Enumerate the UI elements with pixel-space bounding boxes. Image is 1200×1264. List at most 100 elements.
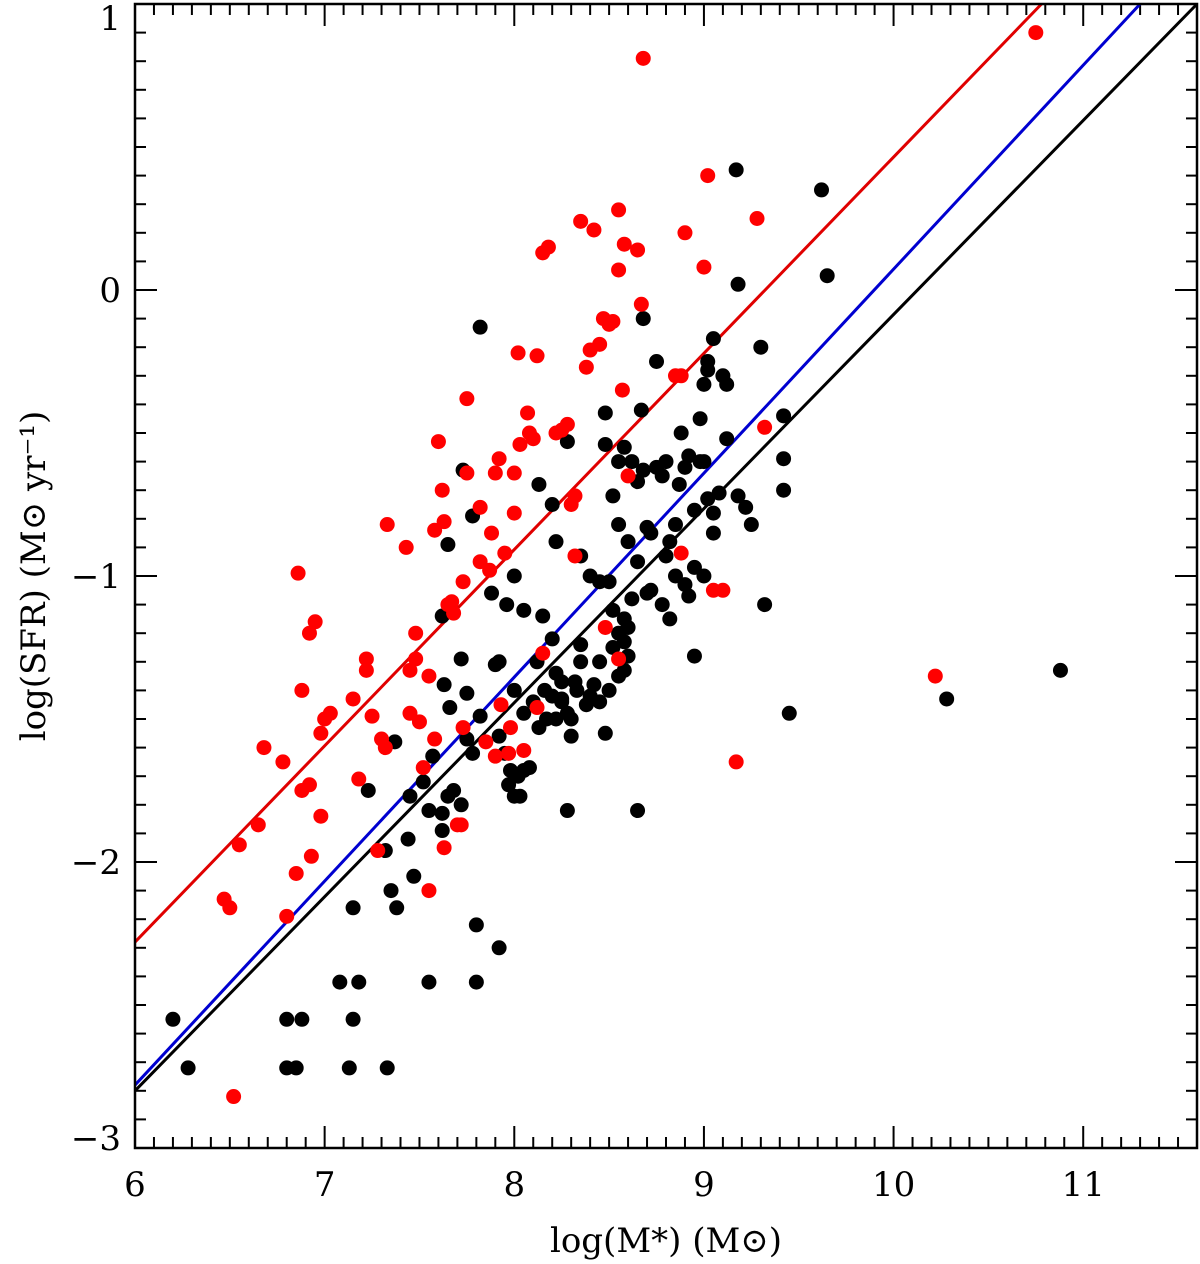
black-point [294,1011,310,1027]
black-point [781,705,797,721]
black-point [814,182,830,198]
black-point [692,411,708,427]
red-point [611,202,627,218]
black-point [472,708,488,724]
black-point [597,405,613,421]
black-point [484,585,500,601]
red-point [529,700,545,716]
red-fit-line [133,2,1043,944]
black-point [658,548,674,564]
black-point [383,883,399,899]
black-point [686,502,702,518]
black-point [499,597,515,613]
black-point [491,654,507,670]
red-point [1028,25,1044,41]
black-point [586,677,602,693]
red-point [700,168,716,184]
black-point [776,451,792,467]
black-point [696,454,712,470]
red-point [478,734,494,750]
red-point [222,900,238,916]
y-tick-label: 1 [99,0,121,39]
black-point [491,728,507,744]
black-point [616,439,632,455]
black-point [180,1060,196,1076]
black-point [563,711,579,727]
red-point [345,691,361,707]
red-point [927,668,943,684]
y-tick-label: −1 [71,557,121,597]
black-point [440,537,456,553]
black-point [681,448,697,464]
red-point [358,662,374,678]
red-point [611,262,627,278]
black-point [521,760,537,776]
black-point [705,331,721,347]
black-point [681,588,697,604]
black-point [776,408,792,424]
black-point [616,662,632,678]
red-point [472,499,488,515]
black-point [819,268,835,284]
black-point [605,602,621,618]
red-point [427,731,443,747]
red-point [567,488,583,504]
red-point [484,525,500,541]
black-point [730,488,746,504]
blue-fit-line [133,2,1142,1087]
black-point [601,574,617,590]
red-point [529,348,545,364]
black-point [468,974,484,990]
red-point [430,434,446,450]
black-point [686,648,702,664]
black-point [389,900,405,916]
black-point [425,748,441,764]
black-point [730,276,746,292]
red-point [436,840,452,856]
black-point [421,974,437,990]
red-point [303,848,319,864]
red-point [616,236,632,252]
black-point [705,505,721,521]
black-point [563,728,579,744]
black-point [573,637,589,653]
black-point [673,425,689,441]
red-point [290,565,306,581]
black-point [544,497,560,512]
red-point [728,754,744,770]
red-point [559,416,575,432]
y-axis-title: log(SFR) (M⊙ yr⁻¹) [14,411,54,742]
red-point [502,720,518,736]
black-point [345,900,361,916]
black-point [446,783,462,798]
red-point [288,865,304,881]
red-point [444,594,460,610]
red-point [358,651,374,667]
x-tick-label: 10 [872,1165,915,1205]
red-point [256,740,272,756]
red-point [370,843,386,859]
black-point [605,640,621,655]
black-point [635,462,651,478]
black-point [696,568,712,584]
black-point [776,482,792,498]
black-point [597,436,613,452]
axis-ticks [134,3,1198,1149]
black-point [616,634,632,650]
red-point [408,651,424,667]
black-point [728,162,744,178]
x-tick-label: 7 [314,1165,336,1205]
black-point [616,611,632,627]
black-point [544,631,560,647]
black-point [548,534,564,550]
black-point [605,488,621,504]
red-point [446,605,462,621]
red-point [506,505,522,521]
black-point [743,517,759,533]
black-point [738,499,754,515]
black-point [341,1060,357,1076]
x-tick-label: 8 [503,1165,525,1205]
plot-frame [133,2,1199,1150]
red-point [630,242,646,258]
red-point [586,222,602,238]
